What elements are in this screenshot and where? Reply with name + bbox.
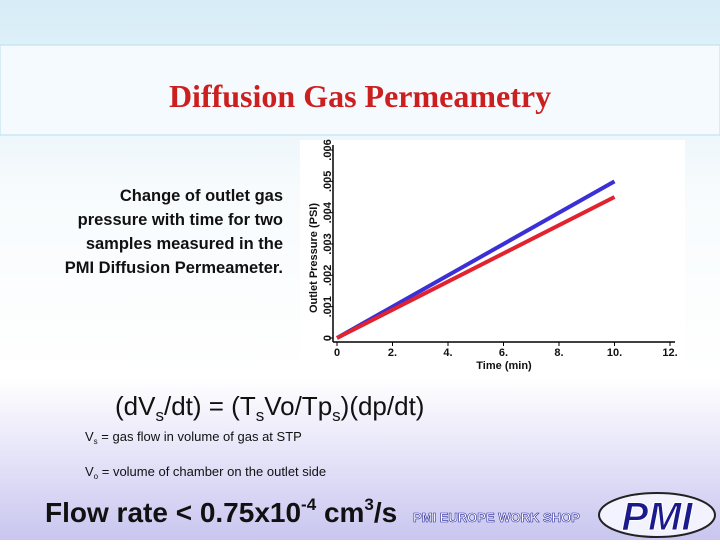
y-tick-label: .004 — [322, 201, 334, 223]
flow-rate: Flow rate < 0.75x10-4 cm3/s — [45, 495, 397, 528]
x-tick-label: 6. — [499, 347, 508, 359]
y-tick-label: 0 — [322, 335, 334, 341]
note-subscript: o — [94, 472, 99, 481]
y-tick-label: .001 — [322, 296, 334, 317]
flow-part: Flow rate < 0.75x10 — [45, 497, 301, 528]
chart: 0 .001 .002 .003 .004 .005 .006 0 2. 4. 6. 8. 10. 12.… — [308, 139, 678, 372]
footer: PMI EUROPE WORK SHOP — [413, 510, 580, 525]
caption: Change of outlet gas pressure with time … — [65, 187, 283, 277]
series-line — [336, 179, 616, 340]
slide-title: Diffusion Gas Permeametry — [169, 78, 551, 114]
caption-line: pressure with time for two — [78, 211, 283, 229]
note: Vs = gas flow in volume of gas at STP — [85, 429, 302, 446]
formula-subscript: s — [256, 406, 265, 425]
x-tick-label: 12. — [662, 347, 677, 359]
note-subscript: s — [94, 437, 98, 446]
chart-background — [300, 140, 685, 373]
formula-part: (dV — [115, 391, 156, 421]
x-tick-label: 10. — [607, 347, 622, 359]
x-axis-title: Time (min) — [476, 360, 532, 372]
x-tick-label: 2. — [388, 347, 397, 359]
flow-superscript: 3 — [364, 495, 373, 514]
note-part: = gas flow in volume of gas at STP — [98, 429, 302, 444]
x-tick-label: 8. — [554, 347, 563, 359]
y-tick-label: .005 — [322, 171, 334, 192]
flow-part: cm — [316, 497, 364, 528]
note-part: = volume of chamber on the outlet side — [98, 464, 326, 479]
y-tick-label: .002 — [322, 265, 334, 286]
flow-part: /s — [374, 497, 397, 528]
note: Vo = volume of chamber on the outlet sid… — [85, 464, 326, 481]
note-part: V — [85, 429, 94, 444]
caption-line: samples measured in the — [86, 235, 283, 253]
formula-part: Vo/Tp — [264, 391, 332, 421]
formula-part: )(dp/dt) — [341, 391, 425, 421]
x-tick-label: 0 — [334, 347, 340, 359]
formula-subscript: s — [155, 406, 164, 425]
series-line — [336, 195, 616, 340]
caption-line: Change of outlet gas — [120, 187, 283, 205]
note-part: V — [85, 464, 94, 479]
y-axis-title: Outlet Pressure (PSI) — [308, 203, 320, 313]
title-box — [0, 44, 720, 136]
formula-part: /dt) = (T — [164, 391, 256, 421]
logo-frame — [598, 492, 716, 538]
logo: PMI — [621, 495, 693, 539]
formula-subscript: s — [332, 406, 341, 425]
y-tick-label: .006 — [322, 139, 334, 160]
x-tick-label: 4. — [443, 347, 452, 359]
flow-superscript: -4 — [301, 495, 317, 514]
y-tick-label: .003 — [322, 233, 334, 254]
formula: (dVs/dt) = (TsVo/Tps)(dp/dt) — [115, 391, 424, 425]
caption-line: PMI Diffusion Permeameter. — [65, 259, 283, 277]
